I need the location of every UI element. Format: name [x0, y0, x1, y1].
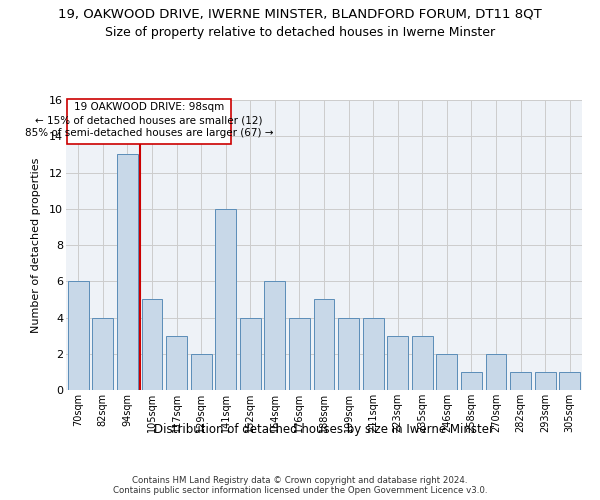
- Bar: [68, 281, 89, 390]
- Bar: [436, 354, 457, 390]
- Text: 85% of semi-detached houses are larger (67) →: 85% of semi-detached houses are larger (…: [25, 128, 273, 138]
- Bar: [92, 318, 113, 390]
- Bar: [289, 318, 310, 390]
- Bar: [166, 336, 187, 390]
- Bar: [338, 318, 359, 390]
- Text: 19, OAKWOOD DRIVE, IWERNE MINSTER, BLANDFORD FORUM, DT11 8QT: 19, OAKWOOD DRIVE, IWERNE MINSTER, BLAND…: [58, 8, 542, 20]
- Y-axis label: Number of detached properties: Number of detached properties: [31, 158, 41, 332]
- Bar: [240, 318, 261, 390]
- Bar: [314, 300, 334, 390]
- Bar: [535, 372, 556, 390]
- Text: Size of property relative to detached houses in Iwerne Minster: Size of property relative to detached ho…: [105, 26, 495, 39]
- Bar: [117, 154, 138, 390]
- FancyBboxPatch shape: [67, 99, 230, 144]
- Bar: [265, 281, 286, 390]
- Bar: [412, 336, 433, 390]
- Bar: [215, 209, 236, 390]
- Bar: [362, 318, 383, 390]
- Text: Distribution of detached houses by size in Iwerne Minster: Distribution of detached houses by size …: [154, 422, 494, 436]
- Bar: [461, 372, 482, 390]
- Bar: [142, 300, 163, 390]
- Bar: [559, 372, 580, 390]
- Bar: [485, 354, 506, 390]
- Text: 19 OAKWOOD DRIVE: 98sqm: 19 OAKWOOD DRIVE: 98sqm: [74, 102, 224, 112]
- Bar: [387, 336, 408, 390]
- Text: Contains HM Land Registry data © Crown copyright and database right 2024.
Contai: Contains HM Land Registry data © Crown c…: [113, 476, 487, 495]
- Bar: [510, 372, 531, 390]
- Text: ← 15% of detached houses are smaller (12): ← 15% of detached houses are smaller (12…: [35, 116, 263, 126]
- Bar: [191, 354, 212, 390]
